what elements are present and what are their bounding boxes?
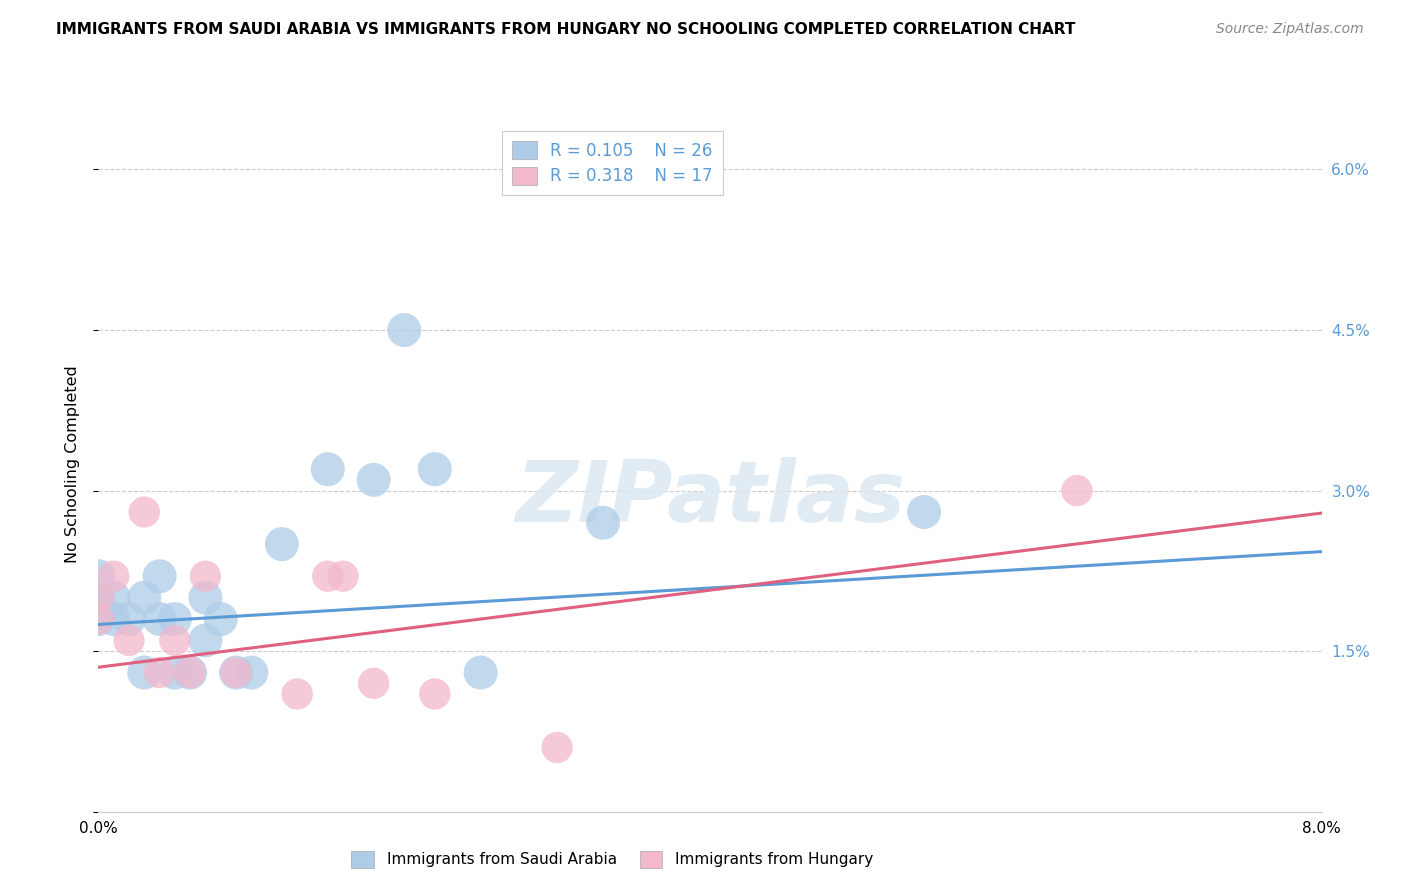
Point: [546, 740, 568, 755]
Point: [87, 591, 110, 605]
Point: [134, 665, 156, 680]
Point: [179, 665, 201, 680]
Point: [149, 569, 172, 583]
Text: IMMIGRANTS FROM SAUDI ARABIA VS IMMIGRANTS FROM HUNGARY NO SCHOOLING COMPLETED C: IMMIGRANTS FROM SAUDI ARABIA VS IMMIGRAN…: [56, 22, 1076, 37]
Point: [225, 665, 247, 680]
Point: [316, 462, 339, 476]
Point: [103, 591, 125, 605]
Point: [87, 591, 110, 605]
Point: [194, 569, 217, 583]
Point: [363, 676, 385, 690]
Point: [134, 591, 156, 605]
Point: [209, 612, 232, 626]
Point: [363, 473, 385, 487]
Text: ZIPatlas: ZIPatlas: [515, 457, 905, 541]
Legend: Immigrants from Saudi Arabia, Immigrants from Hungary: Immigrants from Saudi Arabia, Immigrants…: [346, 845, 879, 873]
Point: [163, 612, 186, 626]
Point: [225, 665, 247, 680]
Point: [163, 633, 186, 648]
Point: [179, 665, 201, 680]
Point: [103, 612, 125, 626]
Point: [392, 323, 416, 337]
Point: [240, 665, 263, 680]
Point: [87, 569, 110, 583]
Point: [118, 633, 141, 648]
Point: [1066, 483, 1088, 498]
Point: [149, 665, 172, 680]
Text: Source: ZipAtlas.com: Source: ZipAtlas.com: [1216, 22, 1364, 37]
Point: [103, 569, 125, 583]
Point: [118, 612, 141, 626]
Point: [470, 665, 492, 680]
Point: [163, 665, 186, 680]
Point: [149, 612, 172, 626]
Point: [134, 505, 156, 519]
Point: [194, 633, 217, 648]
Point: [423, 462, 446, 476]
Point: [912, 505, 935, 519]
Point: [270, 537, 294, 551]
Point: [194, 591, 217, 605]
Point: [316, 569, 339, 583]
Point: [332, 569, 354, 583]
Point: [592, 516, 614, 530]
Y-axis label: No Schooling Completed: No Schooling Completed: [65, 365, 80, 563]
Point: [87, 612, 110, 626]
Point: [87, 612, 110, 626]
Point: [423, 687, 446, 701]
Point: [285, 687, 308, 701]
